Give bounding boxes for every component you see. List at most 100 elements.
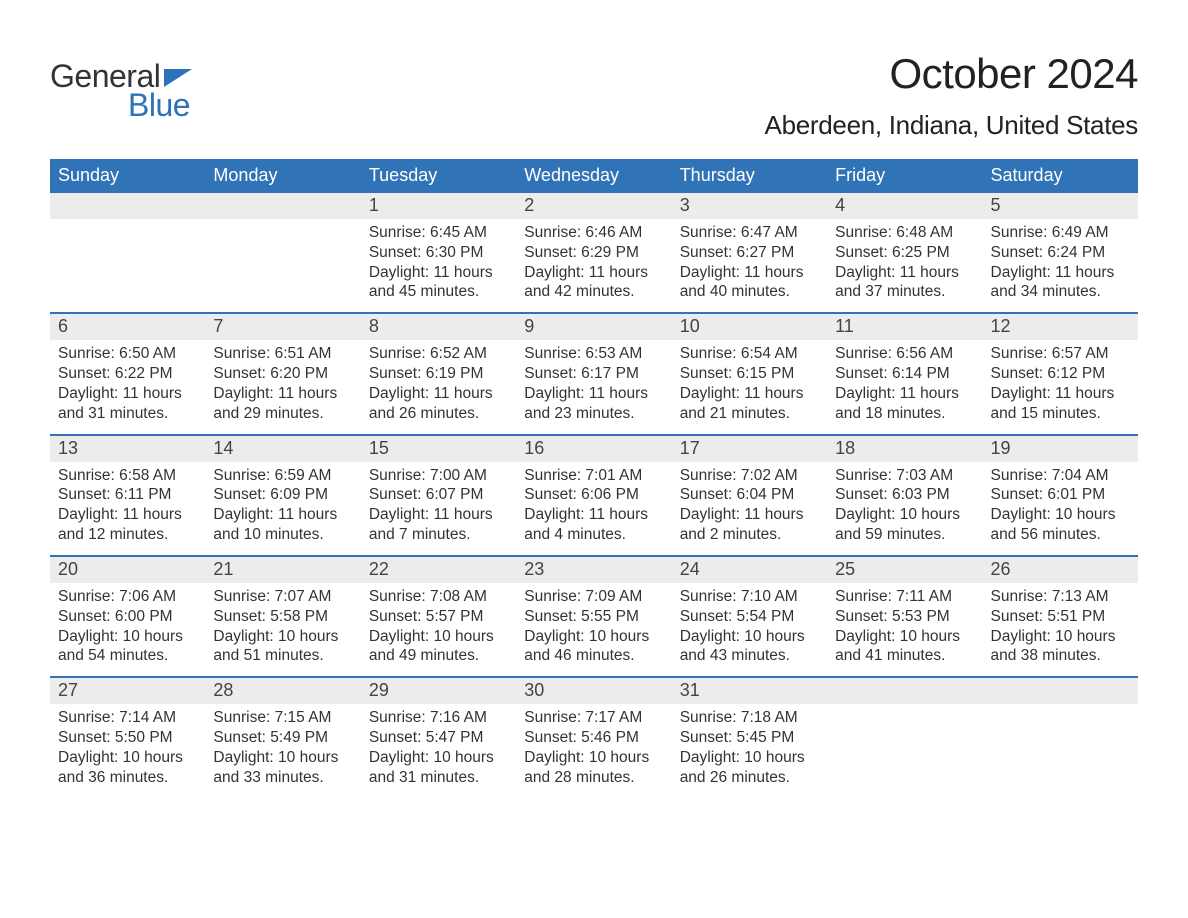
sunrise-text: Sunrise: 6:52 AM [369,344,508,364]
day-body: Sunrise: 6:59 AMSunset: 6:09 PMDaylight:… [205,462,360,555]
day-cell: 13Sunrise: 6:58 AMSunset: 6:11 PMDayligh… [50,436,205,555]
daylight-text: Daylight: 10 hours and 49 minutes. [369,627,508,667]
day-number: 13 [50,436,205,462]
weekday-header: Monday [205,159,360,193]
week-row: 1Sunrise: 6:45 AMSunset: 6:30 PMDaylight… [50,193,1138,312]
daylight-text: Daylight: 10 hours and 41 minutes. [835,627,974,667]
day-number: 16 [516,436,671,462]
sunrise-text: Sunrise: 6:46 AM [524,223,663,243]
day-body: Sunrise: 7:08 AMSunset: 5:57 PMDaylight:… [361,583,516,676]
day-body: Sunrise: 7:14 AMSunset: 5:50 PMDaylight:… [50,704,205,797]
day-cell: 8Sunrise: 6:52 AMSunset: 6:19 PMDaylight… [361,314,516,433]
logo-text-blue: Blue [128,87,192,124]
sunset-text: Sunset: 6:01 PM [991,485,1130,505]
day-number [205,193,360,219]
day-body: Sunrise: 7:15 AMSunset: 5:49 PMDaylight:… [205,704,360,797]
day-body: Sunrise: 6:52 AMSunset: 6:19 PMDaylight:… [361,340,516,433]
daylight-text: Daylight: 11 hours and 21 minutes. [680,384,819,424]
day-number: 6 [50,314,205,340]
day-body: Sunrise: 6:53 AMSunset: 6:17 PMDaylight:… [516,340,671,433]
day-number [827,678,982,704]
sunset-text: Sunset: 6:04 PM [680,485,819,505]
day-cell: 30Sunrise: 7:17 AMSunset: 5:46 PMDayligh… [516,678,671,797]
sunset-text: Sunset: 5:46 PM [524,728,663,748]
day-number: 12 [983,314,1138,340]
sunrise-text: Sunrise: 7:10 AM [680,587,819,607]
week-row: 20Sunrise: 7:06 AMSunset: 6:00 PMDayligh… [50,555,1138,676]
day-cell: 22Sunrise: 7:08 AMSunset: 5:57 PMDayligh… [361,557,516,676]
day-cell: 1Sunrise: 6:45 AMSunset: 6:30 PMDaylight… [361,193,516,312]
day-number: 17 [672,436,827,462]
day-number: 10 [672,314,827,340]
day-cell: 10Sunrise: 6:54 AMSunset: 6:15 PMDayligh… [672,314,827,433]
daylight-text: Daylight: 10 hours and 38 minutes. [991,627,1130,667]
day-cell [205,193,360,312]
day-cell: 29Sunrise: 7:16 AMSunset: 5:47 PMDayligh… [361,678,516,797]
daylight-text: Daylight: 11 hours and 31 minutes. [58,384,197,424]
sunrise-text: Sunrise: 7:06 AM [58,587,197,607]
day-cell: 11Sunrise: 6:56 AMSunset: 6:14 PMDayligh… [827,314,982,433]
weekday-header: Wednesday [516,159,671,193]
sunset-text: Sunset: 6:22 PM [58,364,197,384]
day-number: 19 [983,436,1138,462]
sunset-text: Sunset: 6:27 PM [680,243,819,263]
sunrise-text: Sunrise: 7:15 AM [213,708,352,728]
day-cell: 2Sunrise: 6:46 AMSunset: 6:29 PMDaylight… [516,193,671,312]
daylight-text: Daylight: 11 hours and 37 minutes. [835,263,974,303]
day-cell: 15Sunrise: 7:00 AMSunset: 6:07 PMDayligh… [361,436,516,555]
day-cell: 26Sunrise: 7:13 AMSunset: 5:51 PMDayligh… [983,557,1138,676]
sunrise-text: Sunrise: 7:11 AM [835,587,974,607]
day-body: Sunrise: 6:56 AMSunset: 6:14 PMDaylight:… [827,340,982,433]
day-cell [50,193,205,312]
day-body: Sunrise: 6:47 AMSunset: 6:27 PMDaylight:… [672,219,827,312]
daylight-text: Daylight: 11 hours and 29 minutes. [213,384,352,424]
day-number: 31 [672,678,827,704]
day-cell: 20Sunrise: 7:06 AMSunset: 6:00 PMDayligh… [50,557,205,676]
daylight-text: Daylight: 11 hours and 4 minutes. [524,505,663,545]
sunrise-text: Sunrise: 6:48 AM [835,223,974,243]
sunrise-text: Sunrise: 6:49 AM [991,223,1130,243]
daylight-text: Daylight: 10 hours and 28 minutes. [524,748,663,788]
daylight-text: Daylight: 11 hours and 18 minutes. [835,384,974,424]
day-number: 9 [516,314,671,340]
sunset-text: Sunset: 6:06 PM [524,485,663,505]
daylight-text: Daylight: 11 hours and 12 minutes. [58,505,197,545]
sunrise-text: Sunrise: 6:54 AM [680,344,819,364]
day-number: 18 [827,436,982,462]
sunset-text: Sunset: 6:00 PM [58,607,197,627]
day-number: 1 [361,193,516,219]
sunset-text: Sunset: 5:57 PM [369,607,508,627]
day-cell: 24Sunrise: 7:10 AMSunset: 5:54 PMDayligh… [672,557,827,676]
sunset-text: Sunset: 5:45 PM [680,728,819,748]
location-title: Aberdeen, Indiana, United States [765,110,1138,141]
logo: General Blue [50,58,192,124]
flag-icon [164,69,192,87]
sunrise-text: Sunrise: 6:57 AM [991,344,1130,364]
day-number: 24 [672,557,827,583]
day-body: Sunrise: 7:04 AMSunset: 6:01 PMDaylight:… [983,462,1138,555]
day-cell: 25Sunrise: 7:11 AMSunset: 5:53 PMDayligh… [827,557,982,676]
daylight-text: Daylight: 10 hours and 51 minutes. [213,627,352,667]
sunrise-text: Sunrise: 7:04 AM [991,466,1130,486]
day-number: 25 [827,557,982,583]
sunset-text: Sunset: 5:55 PM [524,607,663,627]
sunrise-text: Sunrise: 6:56 AM [835,344,974,364]
daylight-text: Daylight: 10 hours and 56 minutes. [991,505,1130,545]
day-number: 3 [672,193,827,219]
sunrise-text: Sunrise: 6:53 AM [524,344,663,364]
day-cell: 7Sunrise: 6:51 AMSunset: 6:20 PMDaylight… [205,314,360,433]
day-body: Sunrise: 7:03 AMSunset: 6:03 PMDaylight:… [827,462,982,555]
day-number: 29 [361,678,516,704]
weekday-header: Sunday [50,159,205,193]
weekday-header: Thursday [672,159,827,193]
sunset-text: Sunset: 6:19 PM [369,364,508,384]
sunrise-text: Sunrise: 7:01 AM [524,466,663,486]
day-cell: 4Sunrise: 6:48 AMSunset: 6:25 PMDaylight… [827,193,982,312]
day-cell: 28Sunrise: 7:15 AMSunset: 5:49 PMDayligh… [205,678,360,797]
daylight-text: Daylight: 10 hours and 46 minutes. [524,627,663,667]
daylight-text: Daylight: 11 hours and 45 minutes. [369,263,508,303]
day-body: Sunrise: 6:49 AMSunset: 6:24 PMDaylight:… [983,219,1138,312]
sunset-text: Sunset: 6:29 PM [524,243,663,263]
day-body: Sunrise: 7:09 AMSunset: 5:55 PMDaylight:… [516,583,671,676]
day-cell: 17Sunrise: 7:02 AMSunset: 6:04 PMDayligh… [672,436,827,555]
